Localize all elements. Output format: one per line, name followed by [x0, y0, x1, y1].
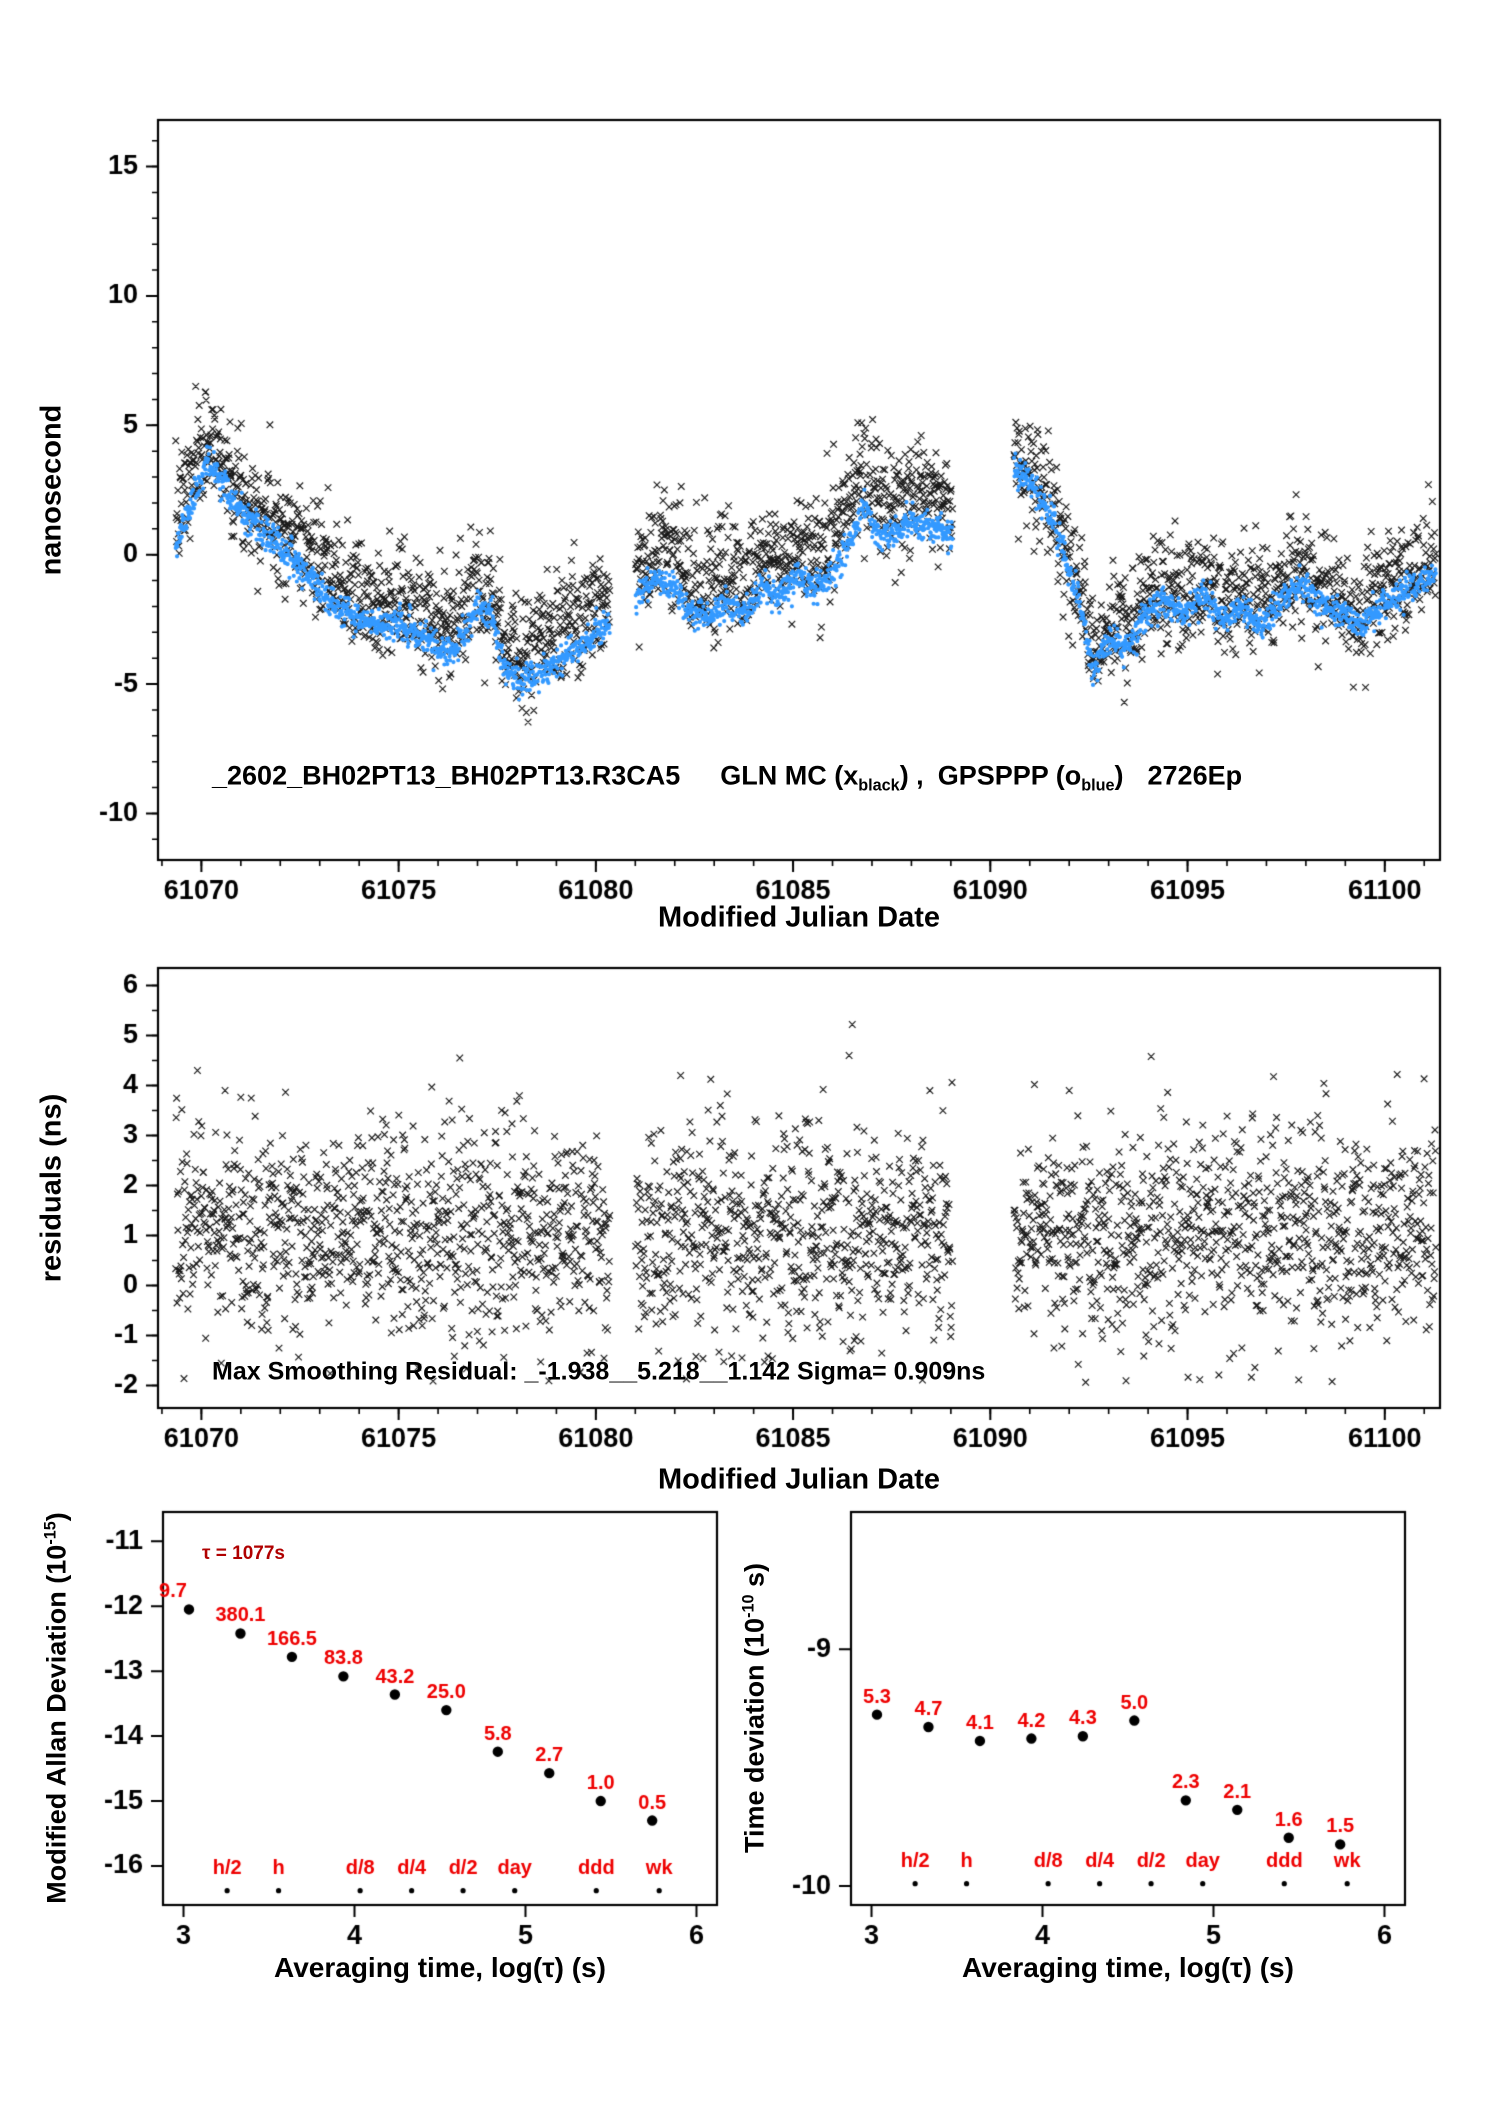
tdev-y-title-close: s)	[739, 1563, 770, 1595]
gps-marker-color: blue	[1081, 776, 1115, 795]
gps-legend-text: GPSPPP (o	[937, 760, 1082, 791]
tdev-y-title-exponent: -10	[739, 1594, 758, 1618]
tau-annotation: τ = 1077s	[202, 1543, 285, 1564]
mdev-y-title-close: )	[41, 1512, 72, 1522]
phase-x-axis-title: Modified Julian Date	[658, 901, 940, 934]
gln-legend-text: GLN MC (x	[720, 760, 859, 791]
residuals-x-axis-title: Modified Julian Date	[658, 1463, 940, 1496]
phase-title-annotation: _2602_BH02PT13_BH02PT13.R3CA5 GLN MC (xbl…	[212, 760, 1242, 795]
residuals-y-axis-title: residuals (ns)	[35, 1093, 68, 1283]
gps-legend: GPSPPP (oblue)	[937, 760, 1124, 794]
residual-stats-annotation: Max Smoothing Residual: _-1.938__5.218__…	[212, 1357, 986, 1386]
gln-marker-color: black	[858, 776, 900, 795]
phase-y-axis-title: nanosecond	[35, 404, 68, 576]
gln-legend: GLN MC (xblack) ,	[720, 760, 924, 794]
epoch-count: 2726Ep	[1147, 760, 1243, 791]
mdev-y-title-text: Modified Allan Deviation (10	[41, 1544, 72, 1904]
gps-legend-close: )	[1114, 760, 1124, 791]
mdev-x-axis-title: Averaging time, log(τ) (s)	[274, 1952, 606, 1983]
tdev-y-title-text: Time deviation (10	[739, 1617, 770, 1853]
gln-legend-close: ) ,	[899, 760, 924, 791]
tdev-y-axis-title: Time deviation (10-10 s)	[740, 1563, 771, 1853]
mdev-y-title-exponent: -15	[41, 1521, 60, 1545]
mdev-y-axis-title: Modified Allan Deviation (10-15)	[42, 1512, 73, 1903]
tdev-x-axis-title: Averaging time, log(τ) (s)	[962, 1952, 1294, 1983]
solution-code: _2602_BH02PT13_BH02PT13.R3CA5	[212, 760, 681, 791]
